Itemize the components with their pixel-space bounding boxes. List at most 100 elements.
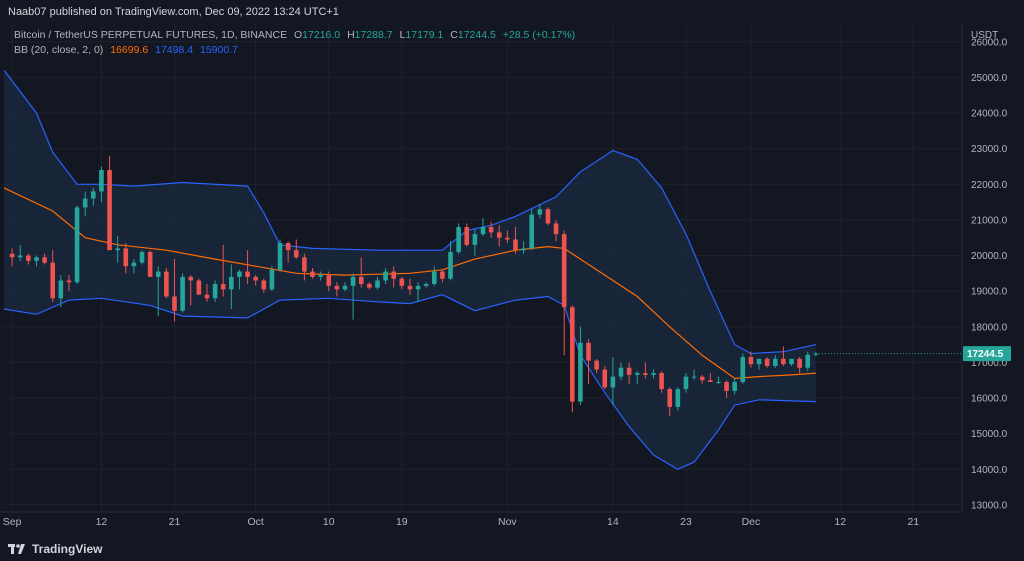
candle[interactable] <box>326 271 332 292</box>
candle[interactable] <box>618 362 624 381</box>
candle[interactable] <box>691 369 697 381</box>
candle[interactable] <box>269 266 275 292</box>
candle[interactable] <box>602 365 608 390</box>
candle[interactable] <box>212 280 218 302</box>
candle[interactable] <box>764 357 770 368</box>
candle[interactable] <box>480 218 486 236</box>
candle[interactable] <box>99 166 104 203</box>
candle[interactable] <box>50 250 56 302</box>
candle[interactable] <box>399 276 405 290</box>
candle[interactable] <box>107 155 112 251</box>
candle[interactable] <box>529 209 535 251</box>
candle[interactable] <box>253 275 258 286</box>
candle[interactable] <box>164 268 169 299</box>
candle[interactable] <box>431 266 437 286</box>
candle[interactable] <box>358 257 364 288</box>
symbol-name[interactable]: Bitcoin / TetherUS PERPETUAL FUTURES, 1D… <box>14 29 288 41</box>
candle[interactable] <box>310 268 315 279</box>
candle[interactable] <box>610 357 616 406</box>
candle[interactable] <box>302 253 307 281</box>
candle[interactable] <box>285 241 291 263</box>
candle[interactable] <box>772 355 778 368</box>
candle[interactable] <box>115 235 120 263</box>
candle[interactable] <box>740 353 746 384</box>
candle[interactable] <box>748 351 754 368</box>
candle[interactable] <box>561 230 567 356</box>
candle[interactable] <box>147 250 153 277</box>
candle[interactable] <box>732 378 737 395</box>
candle[interactable] <box>594 358 599 374</box>
candle[interactable] <box>496 225 502 247</box>
candle[interactable] <box>505 230 510 244</box>
candle[interactable] <box>180 273 185 313</box>
candle[interactable] <box>407 278 413 295</box>
candle[interactable] <box>659 371 664 393</box>
candle[interactable] <box>626 362 632 384</box>
candle[interactable] <box>172 259 177 322</box>
candle[interactable] <box>667 387 673 416</box>
candle[interactable] <box>26 253 31 265</box>
candle[interactable] <box>756 358 762 370</box>
price-axis[interactable]: USDT13000.014000.015000.016000.017000.01… <box>961 0 1024 561</box>
candle[interactable] <box>521 241 526 254</box>
candle[interactable] <box>318 271 323 281</box>
candle[interactable] <box>708 373 713 382</box>
candle[interactable] <box>229 264 234 309</box>
candle[interactable] <box>472 228 478 256</box>
candle[interactable] <box>440 269 445 283</box>
candle[interactable] <box>123 243 129 274</box>
candle[interactable] <box>634 371 640 384</box>
candle[interactable] <box>139 250 145 265</box>
candle[interactable] <box>58 275 64 308</box>
candle[interactable] <box>82 191 88 217</box>
candle[interactable] <box>545 207 551 226</box>
candle[interactable] <box>237 269 242 290</box>
candle[interactable] <box>513 227 518 254</box>
candle[interactable] <box>261 278 267 293</box>
candle[interactable] <box>448 241 453 281</box>
candle[interactable] <box>586 339 591 384</box>
candle[interactable] <box>220 244 226 297</box>
candle[interactable] <box>675 387 681 411</box>
candle[interactable] <box>131 259 137 274</box>
candle[interactable] <box>699 374 705 384</box>
candle[interactable] <box>391 266 396 288</box>
bb-lower-line[interactable] <box>3 294 816 470</box>
candle[interactable] <box>342 282 348 292</box>
candle[interactable] <box>91 187 96 206</box>
candle[interactable] <box>196 278 202 295</box>
candle[interactable] <box>34 255 39 267</box>
candle[interactable] <box>570 305 575 413</box>
candle[interactable] <box>383 268 388 285</box>
candle[interactable] <box>350 273 356 320</box>
candle[interactable] <box>245 250 250 285</box>
candle[interactable] <box>277 239 283 272</box>
time-axis[interactable]: Sep 12 21 Oct 10 19 Nov 14 23 Dec 12 21 <box>0 511 962 528</box>
bb-indicator-label[interactable]: BB (20, close, 2, 0) <box>14 44 104 56</box>
candle[interactable] <box>456 223 461 254</box>
candle[interactable] <box>813 352 819 357</box>
candle[interactable] <box>683 373 689 393</box>
candle[interactable] <box>537 203 543 219</box>
candle[interactable] <box>66 275 72 292</box>
candle[interactable] <box>367 282 372 290</box>
candle[interactable] <box>9 248 15 267</box>
candle[interactable] <box>643 362 648 379</box>
candle[interactable] <box>797 357 802 374</box>
candle[interactable] <box>789 358 794 366</box>
candle[interactable] <box>17 244 23 261</box>
bb-basis-line[interactable] <box>3 187 816 380</box>
candle[interactable] <box>488 221 494 238</box>
candle[interactable] <box>415 282 421 302</box>
candle[interactable] <box>423 282 429 288</box>
candle[interactable] <box>724 380 729 399</box>
candle[interactable] <box>188 275 194 306</box>
candle[interactable] <box>293 239 299 260</box>
candle[interactable] <box>42 253 47 265</box>
candle[interactable] <box>781 346 786 366</box>
candle[interactable] <box>74 205 80 285</box>
candle[interactable] <box>578 326 583 406</box>
candle[interactable] <box>805 351 811 372</box>
candle[interactable] <box>651 369 656 379</box>
